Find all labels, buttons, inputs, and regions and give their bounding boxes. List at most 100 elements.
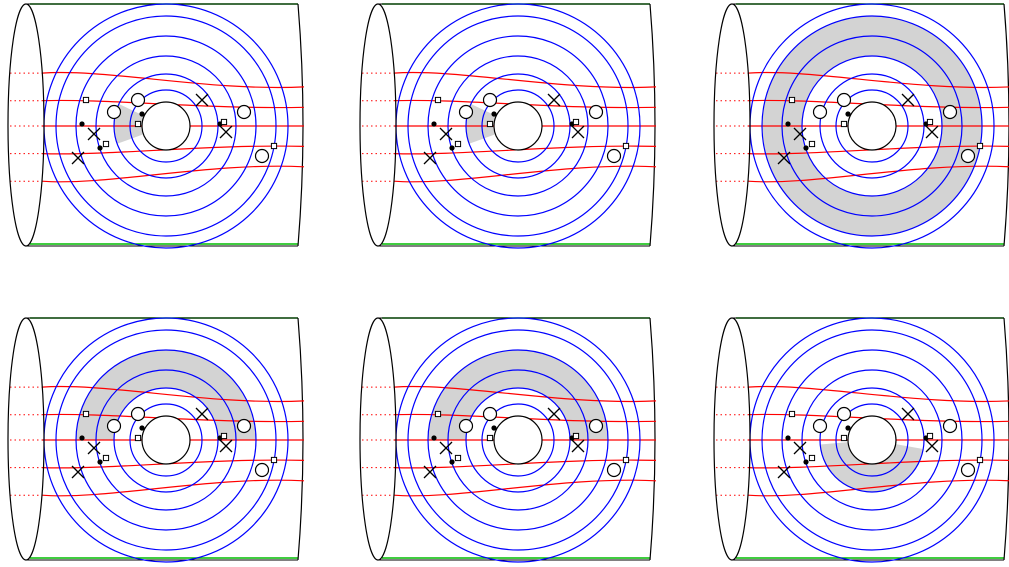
cross-mark	[793, 127, 807, 141]
circle-1	[835, 403, 909, 477]
right-edge	[297, 317, 304, 561]
open-square	[82, 96, 90, 104]
circle-4	[781, 35, 963, 217]
open-square	[82, 410, 90, 418]
open-circle-mark	[836, 92, 852, 108]
central-hole	[141, 415, 191, 465]
left-ellipse	[359, 317, 397, 561]
open-circle-mark	[236, 418, 252, 434]
circle-3	[447, 55, 589, 197]
open-square	[486, 120, 494, 128]
shaded-region	[466, 104, 497, 144]
left-ellipse	[713, 3, 751, 247]
cross-mark	[195, 407, 209, 421]
open-square	[926, 432, 934, 440]
shaded-region	[114, 104, 145, 144]
open-circle-mark	[458, 104, 474, 120]
strand-5	[41, 479, 305, 497]
filled-dot	[97, 459, 103, 465]
cross-mark	[547, 407, 561, 421]
filled-dot	[97, 145, 103, 151]
open-square	[572, 432, 580, 440]
circle-4	[781, 349, 963, 531]
open-square	[220, 432, 228, 440]
open-circle-mark	[942, 418, 958, 434]
panel-3	[713, 3, 1009, 249]
cross-mark	[87, 441, 101, 455]
filled-dot	[139, 111, 145, 117]
open-circle-mark	[482, 406, 498, 422]
open-square	[486, 434, 494, 442]
open-square	[220, 118, 228, 126]
filled-dot	[491, 425, 497, 431]
cross-mark	[901, 93, 915, 107]
cross-mark	[777, 151, 791, 165]
cross-mark	[87, 127, 101, 141]
open-square	[572, 118, 580, 126]
open-square	[454, 140, 462, 148]
open-circle-mark	[812, 418, 828, 434]
strand-1	[393, 71, 657, 89]
open-circle-mark	[106, 104, 122, 120]
left-ellipse	[7, 3, 45, 247]
circle-1	[129, 89, 203, 163]
open-circle-mark	[482, 92, 498, 108]
circle-5	[55, 15, 277, 237]
filled-dot	[79, 435, 85, 441]
cross-mark	[219, 439, 233, 453]
cross-mark	[195, 93, 209, 107]
open-circle-mark	[254, 462, 270, 478]
right-edge	[1003, 317, 1009, 561]
strand-1	[747, 385, 1009, 403]
filled-dot	[431, 121, 437, 127]
circle-3	[801, 369, 943, 511]
cross-mark	[793, 441, 807, 455]
circle-2	[819, 73, 925, 179]
circle-3	[801, 55, 943, 197]
strand-5	[41, 165, 305, 183]
circle-4	[75, 349, 257, 531]
cross-mark	[439, 127, 453, 141]
panel-4	[7, 317, 305, 563]
open-square	[788, 410, 796, 418]
circle-2	[113, 387, 219, 493]
open-square	[134, 434, 142, 442]
right-edge	[297, 3, 304, 247]
circle-5	[761, 15, 983, 237]
filled-dot	[785, 435, 791, 441]
circle-1	[481, 89, 555, 163]
central-hole	[847, 415, 897, 465]
filled-dot	[491, 111, 497, 117]
cross-mark	[925, 439, 939, 453]
filled-dot	[803, 459, 809, 465]
filled-dot	[845, 425, 851, 431]
open-square	[976, 142, 984, 150]
right-edge	[649, 317, 656, 561]
panel-1	[7, 3, 305, 249]
strand-1	[41, 385, 305, 403]
central-hole	[847, 101, 897, 151]
circle-1	[129, 403, 203, 477]
circle-1	[481, 403, 555, 477]
cross-mark	[423, 465, 437, 479]
strand-1	[41, 71, 305, 89]
open-square	[622, 142, 630, 150]
filled-dot	[139, 425, 145, 431]
open-circle-mark	[606, 148, 622, 164]
open-square	[808, 140, 816, 148]
open-circle-mark	[254, 148, 270, 164]
open-circle-mark	[836, 406, 852, 422]
open-square	[840, 120, 848, 128]
open-square	[134, 120, 142, 128]
open-square	[976, 456, 984, 464]
central-hole	[493, 101, 543, 151]
panel-5	[359, 317, 657, 563]
open-circle-mark	[588, 104, 604, 120]
shaded-region	[76, 350, 256, 440]
strand-5	[393, 479, 657, 497]
left-ellipse	[7, 317, 45, 561]
strand-1	[747, 71, 1009, 89]
open-square	[434, 96, 442, 104]
cross-mark	[71, 151, 85, 165]
cross-mark	[901, 407, 915, 421]
